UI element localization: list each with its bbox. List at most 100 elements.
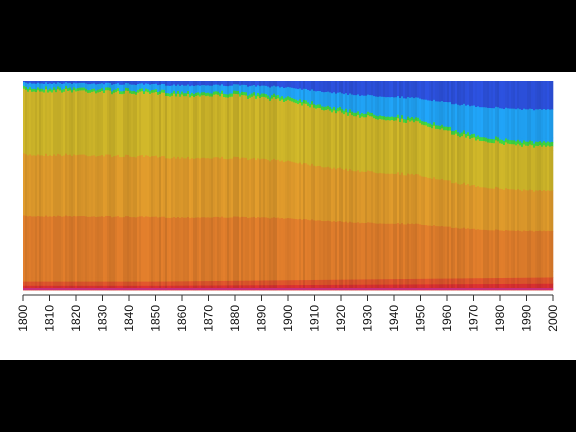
heat-cell xyxy=(363,95,366,111)
heat-cell xyxy=(357,274,360,280)
heat-cell xyxy=(33,81,36,84)
heat-cell xyxy=(151,216,154,278)
heat-cell xyxy=(273,100,276,160)
heat-cell xyxy=(437,226,440,274)
heat-cell xyxy=(57,215,60,278)
heat-cell xyxy=(285,93,288,98)
heat-cell xyxy=(431,81,434,102)
heat-cell xyxy=(341,112,344,117)
heat-cell xyxy=(167,217,170,278)
heat-cell xyxy=(67,216,70,278)
heat-cell xyxy=(369,284,372,291)
heat-cell xyxy=(475,136,478,141)
heat-cell xyxy=(287,92,290,97)
heat-cell xyxy=(283,218,286,276)
heat-cell xyxy=(463,278,466,285)
heat-cell xyxy=(399,115,402,119)
x-tick-label: 1980 xyxy=(493,305,507,332)
heat-cell xyxy=(401,96,404,113)
heat-cell xyxy=(365,223,368,275)
heat-cell xyxy=(331,93,334,106)
heat-cell xyxy=(551,271,554,278)
heat-cell xyxy=(337,284,340,291)
heat-cell xyxy=(531,271,534,279)
heat-cell xyxy=(121,94,124,98)
heat-cell xyxy=(129,90,132,94)
data-column xyxy=(209,81,212,291)
heat-cell xyxy=(453,272,456,279)
heat-cell xyxy=(363,113,366,118)
heat-cell xyxy=(201,92,204,96)
heat-cell xyxy=(525,145,528,151)
heat-cell xyxy=(455,103,458,127)
heat-cell xyxy=(229,81,232,87)
heat-cell xyxy=(291,275,294,281)
heat-cell xyxy=(349,109,352,114)
data-column xyxy=(227,81,230,291)
heat-cell xyxy=(417,174,420,225)
heat-cell xyxy=(69,216,72,278)
heat-cell xyxy=(307,219,310,276)
heat-cell xyxy=(415,113,418,118)
heat-cell xyxy=(471,185,474,230)
heat-cell xyxy=(251,90,254,94)
heat-cell xyxy=(457,104,460,129)
heat-cell xyxy=(331,221,334,276)
heat-cell xyxy=(433,99,436,120)
heat-cell xyxy=(389,116,392,121)
heat-cell xyxy=(483,137,486,142)
heat-cell xyxy=(329,114,332,169)
heat-cell xyxy=(351,274,354,280)
heat-cell xyxy=(135,85,138,90)
heat-cell xyxy=(269,87,272,95)
heat-cell xyxy=(273,93,276,98)
heat-cell xyxy=(433,125,436,130)
heat-cell xyxy=(481,272,484,279)
heat-cell xyxy=(551,137,554,143)
data-column xyxy=(515,81,518,291)
heat-cell xyxy=(33,94,36,156)
heat-cell xyxy=(109,281,112,287)
heat-cell xyxy=(61,95,64,157)
heat-cell xyxy=(277,280,280,286)
heat-cell xyxy=(305,219,308,276)
heat-cell xyxy=(335,274,338,281)
heat-cell xyxy=(377,273,380,280)
heat-cell xyxy=(207,285,210,291)
heat-cell xyxy=(129,156,132,218)
heat-cell xyxy=(313,90,316,102)
heat-cell xyxy=(441,121,444,126)
heat-cell xyxy=(499,108,502,136)
heat-cell xyxy=(265,285,268,291)
heat-cell xyxy=(45,82,48,84)
heat-cell xyxy=(235,87,238,92)
heat-cell xyxy=(95,217,98,278)
data-column xyxy=(167,81,170,291)
heat-cell xyxy=(115,83,118,87)
heat-cell xyxy=(99,94,102,157)
heat-cell xyxy=(193,100,196,160)
heat-cell xyxy=(259,280,262,286)
data-column xyxy=(79,81,82,291)
heat-cell xyxy=(301,275,304,281)
heat-cell xyxy=(289,285,292,291)
heat-cell xyxy=(423,273,426,280)
heat-cell xyxy=(319,107,322,112)
heat-cell xyxy=(59,154,62,217)
heat-cell xyxy=(311,97,314,102)
heat-cell xyxy=(379,279,382,286)
heat-cell xyxy=(155,155,158,217)
heat-cell xyxy=(297,100,300,105)
heat-cell xyxy=(543,271,546,278)
data-column xyxy=(465,81,468,291)
heat-cell xyxy=(517,143,520,149)
data-column xyxy=(53,81,56,291)
heat-cell xyxy=(279,104,282,162)
heat-cell xyxy=(153,216,156,278)
heat-cell xyxy=(103,87,106,91)
data-column xyxy=(317,81,320,291)
heat-cell xyxy=(83,81,86,84)
heat-cell xyxy=(365,279,368,286)
heat-cell xyxy=(211,285,214,291)
heat-cell xyxy=(293,102,296,107)
